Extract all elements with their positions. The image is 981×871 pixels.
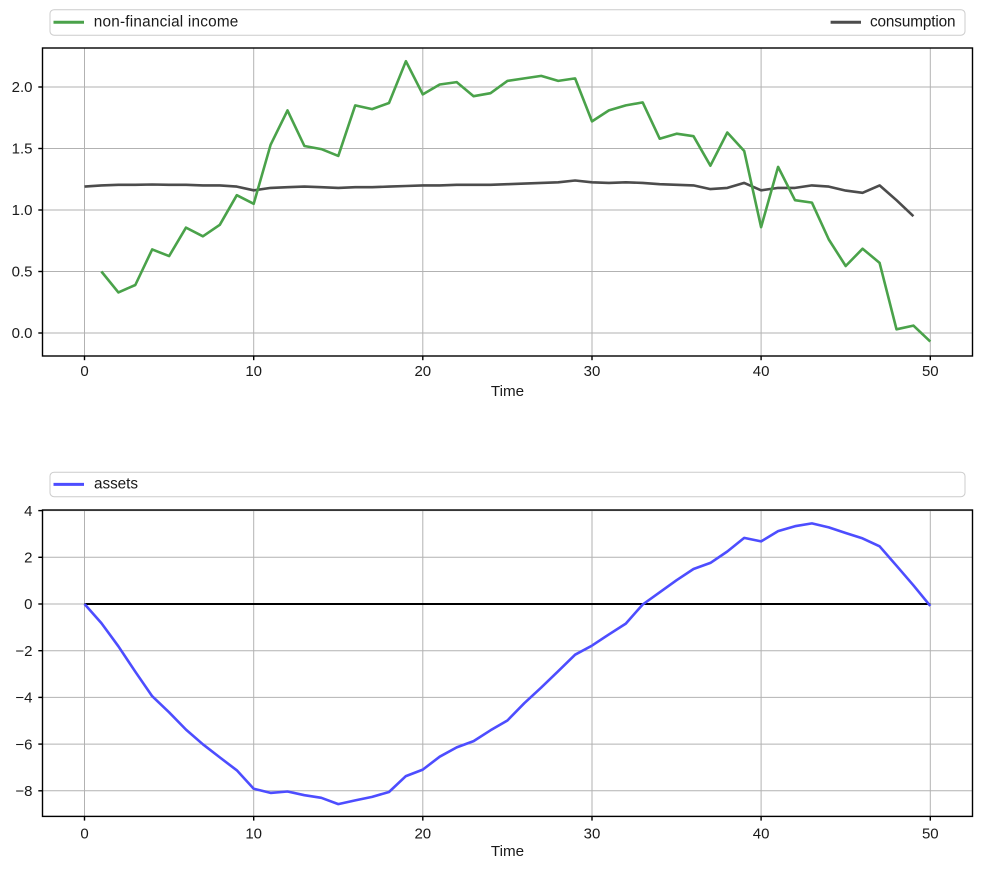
svg-text:0.5: 0.5 xyxy=(12,264,33,281)
svg-text:−6: −6 xyxy=(15,736,32,753)
svg-text:Time: Time xyxy=(491,383,524,400)
svg-text:40: 40 xyxy=(753,826,770,843)
svg-text:−8: −8 xyxy=(15,783,32,800)
svg-text:20: 20 xyxy=(414,363,431,380)
svg-text:20: 20 xyxy=(414,826,431,843)
svg-text:4: 4 xyxy=(24,503,32,520)
svg-text:50: 50 xyxy=(922,363,939,380)
svg-text:0.0: 0.0 xyxy=(12,325,33,342)
svg-text:30: 30 xyxy=(584,826,601,843)
svg-text:consumption: consumption xyxy=(870,14,956,31)
svg-text:−4: −4 xyxy=(15,690,32,707)
svg-text:0: 0 xyxy=(24,596,32,613)
svg-text:2.0: 2.0 xyxy=(12,79,33,96)
svg-text:40: 40 xyxy=(753,363,770,380)
svg-text:1.5: 1.5 xyxy=(12,141,33,158)
svg-text:0: 0 xyxy=(80,363,88,380)
svg-text:1.0: 1.0 xyxy=(12,202,33,219)
svg-text:2: 2 xyxy=(24,550,32,567)
svg-text:50: 50 xyxy=(922,826,939,843)
svg-text:−2: −2 xyxy=(15,643,32,660)
svg-text:0: 0 xyxy=(80,826,88,843)
svg-text:Time: Time xyxy=(491,843,524,860)
svg-text:assets: assets xyxy=(94,476,138,493)
svg-text:10: 10 xyxy=(245,363,262,380)
svg-text:non-financial income: non-financial income xyxy=(94,14,239,31)
svg-text:30: 30 xyxy=(584,363,601,380)
svg-text:10: 10 xyxy=(245,826,262,843)
